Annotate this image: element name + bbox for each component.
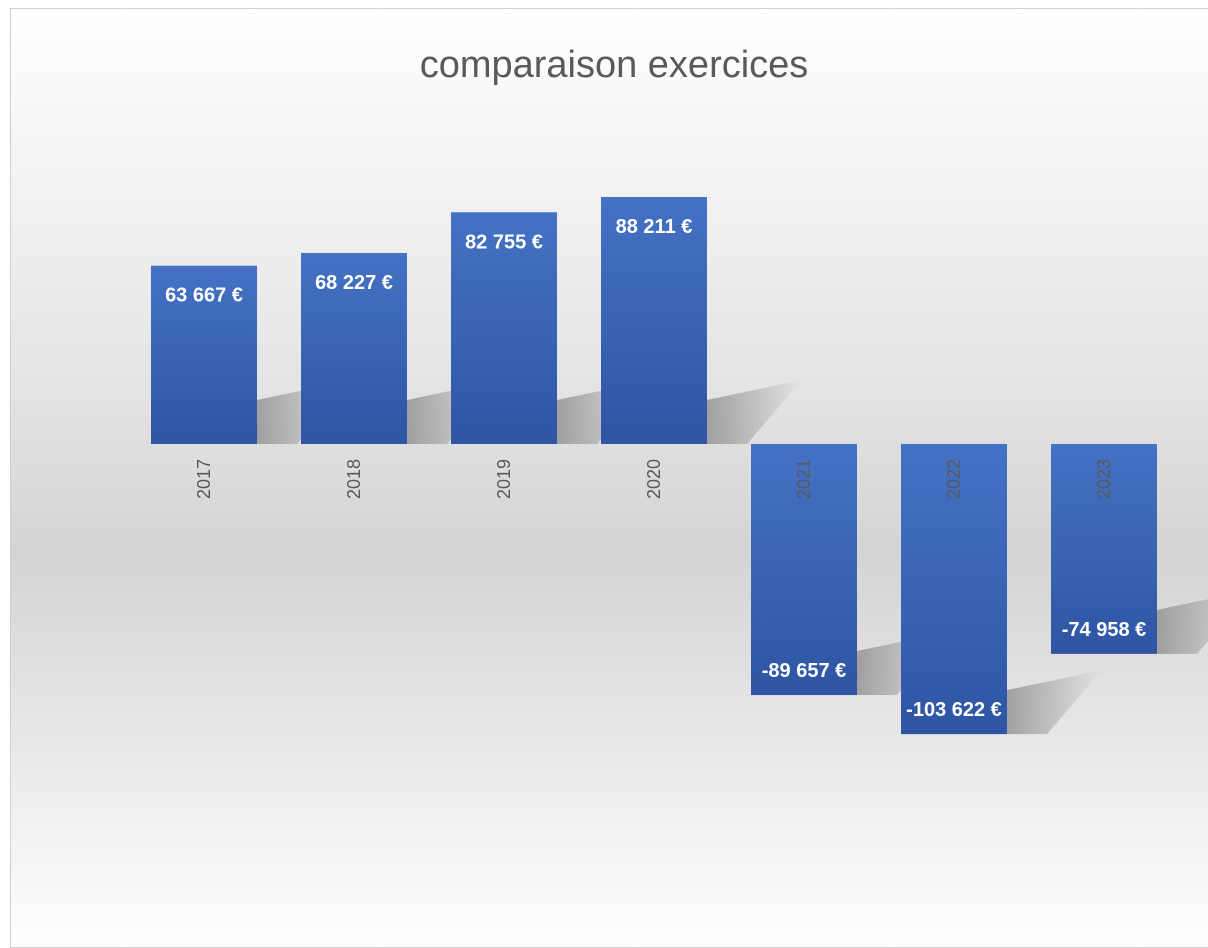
x-tick-label: 2023 <box>1094 459 1114 499</box>
bar-shadow-2023 <box>1157 599 1208 654</box>
bar-2017 <box>151 265 257 444</box>
x-tick-label: 2021 <box>794 459 814 499</box>
bar-2022 <box>901 444 1007 735</box>
x-tick-label: 2018 <box>344 459 364 499</box>
bar-2023 <box>1051 444 1157 654</box>
data-label: -74 958 € <box>1062 619 1147 641</box>
chart-background <box>11 9 1208 947</box>
bar-chart: comparaison exercices 2017 2018 2019 2020 20… <box>11 9 1208 947</box>
chart-title: comparaison exercices <box>420 44 809 86</box>
data-label: 82 755 € <box>465 231 543 253</box>
data-labels: 63 667 € 68 227 € 82 755 € 88 211 € -89 657 … <box>165 216 1146 721</box>
bar-2019 <box>451 212 557 444</box>
bar-shadow-2022 <box>1007 670 1102 735</box>
data-label: 88 211 € <box>616 216 693 238</box>
data-label: 68 227 € <box>315 272 393 294</box>
data-label: -103 622 € <box>906 699 1002 721</box>
x-tick-label: 2020 <box>644 459 664 499</box>
x-tick-label: 2022 <box>944 459 964 499</box>
bar-2021 <box>751 444 857 696</box>
bar-2020 <box>601 197 707 444</box>
category-axis-labels: 2017 2018 2019 2020 2021 2022 2023 <box>194 459 1114 499</box>
bars <box>151 197 1157 735</box>
data-label: 63 667 € <box>165 285 243 307</box>
x-tick-label: 2017 <box>194 459 214 499</box>
bar-2018 <box>301 252 407 444</box>
x-tick-label: 2019 <box>494 459 514 499</box>
chart-area: comparaison exercices 2017 2018 2019 2020 20… <box>10 8 1208 948</box>
bar-shadow-2020 <box>707 380 802 444</box>
data-label: -89 657 € <box>762 660 847 682</box>
